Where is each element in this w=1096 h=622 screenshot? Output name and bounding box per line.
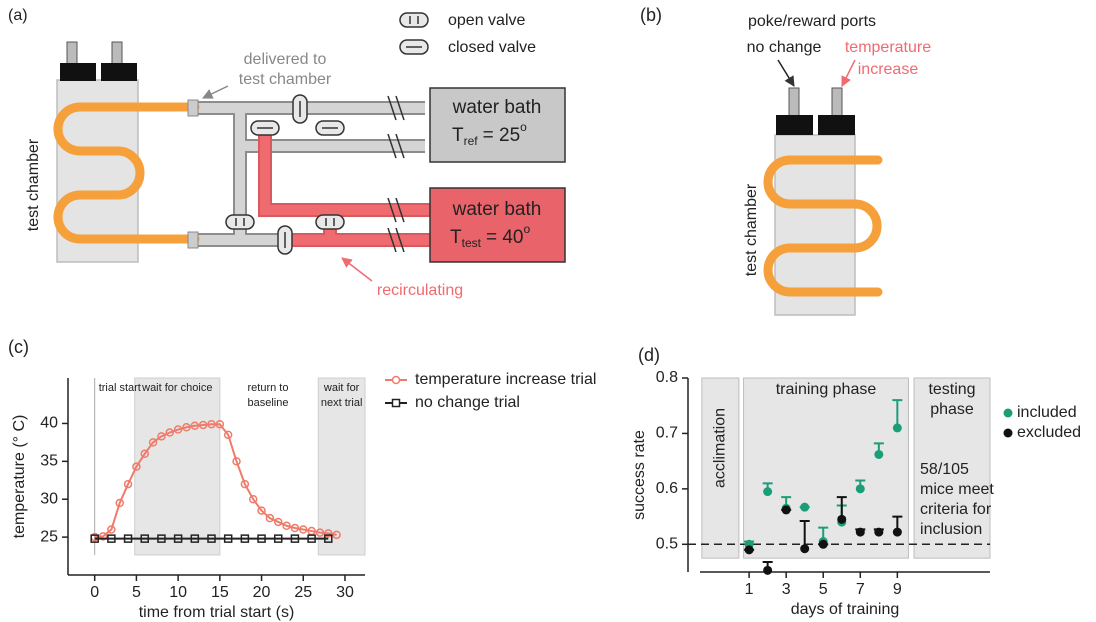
note: mice meet [920, 481, 994, 498]
x-tick-label: 7 [856, 581, 865, 598]
annotation: temperature [845, 39, 931, 56]
legend-marker [393, 377, 400, 384]
phase-region [135, 378, 220, 555]
panel-label: (d) [638, 345, 660, 365]
figure: (a) (b) (c) (d) water bath Tref= 25o wat… [0, 0, 1096, 622]
chamber-label: test chamber [25, 138, 42, 231]
panel-label: (a) [8, 7, 28, 24]
annotation: increase [858, 61, 919, 78]
annotation: recirculating [377, 282, 463, 299]
point [874, 528, 883, 537]
y-tick-label: 25 [40, 528, 58, 545]
x-tick-label: 15 [211, 584, 229, 601]
x-tick-label: 20 [253, 584, 271, 601]
point [800, 544, 809, 553]
region-label: next trial [321, 397, 363, 409]
x-tick-label: 9 [893, 581, 902, 598]
valve [316, 215, 344, 229]
x-tick-label: 5 [132, 584, 141, 601]
phase-label: phase [930, 401, 974, 418]
y-axis-label: temperature (° C) [11, 415, 28, 539]
pipe-break [388, 96, 404, 252]
point [837, 515, 846, 524]
legend-marker [1004, 429, 1013, 438]
diagram-a: water bath Tref= 25o water bath Ttest= 4… [25, 12, 565, 299]
region-label: wait for [323, 382, 360, 394]
region-label: wait for choice [141, 382, 212, 394]
panel-label: (b) [640, 5, 662, 25]
annotation: delivered to [244, 51, 327, 68]
note: 58/105 [920, 461, 969, 478]
point [819, 540, 828, 549]
phase-box [744, 378, 909, 558]
valve [278, 226, 292, 254]
port-cap [101, 63, 137, 81]
point [856, 528, 865, 537]
point [800, 503, 809, 512]
y-tick-label: 0.8 [656, 369, 678, 386]
legend-text: closed valve [448, 39, 536, 56]
y-tick-label: 0.6 [656, 480, 678, 497]
legend-marker [393, 400, 400, 407]
legend-valve [400, 40, 428, 54]
x-axis-label: days of training [791, 601, 900, 618]
bath-temperature: Tref= 25o [452, 120, 527, 148]
port-cap [60, 63, 96, 81]
point [782, 505, 791, 514]
y-tick-label: 30 [40, 490, 58, 507]
valve [316, 121, 344, 135]
charts: wait for choice wait for next trial trial s… [11, 369, 1081, 621]
annotation: test chamber [239, 71, 332, 88]
bath-title: water bath [452, 97, 542, 118]
legend-text: temperature increase trial [415, 371, 596, 388]
legend-text: no change trial [415, 394, 520, 411]
point [856, 484, 865, 493]
annotation: no change [747, 39, 822, 56]
port-cap [818, 115, 855, 135]
valve [251, 121, 279, 135]
legend-text: open valve [448, 12, 525, 29]
chamber-label: test chamber [743, 183, 760, 276]
legend-valve [400, 13, 428, 27]
note: inclusion [920, 521, 982, 538]
point [745, 545, 754, 554]
valve [293, 95, 307, 123]
annotation: poke/reward ports [748, 13, 876, 30]
bath-title: water bath [452, 199, 542, 220]
y-tick-label: 40 [40, 415, 58, 432]
legend-text: included [1017, 404, 1077, 421]
point [893, 528, 902, 537]
annotation: baseline [248, 397, 289, 409]
point [893, 423, 902, 432]
phase-label: testing [928, 381, 975, 398]
panel-label: (c) [8, 337, 29, 357]
legend-text: excluded [1017, 424, 1081, 441]
x-tick-label: 5 [819, 581, 828, 598]
legend-marker [1004, 409, 1013, 418]
port-cap [776, 115, 813, 135]
x-tick-label: 1 [745, 581, 754, 598]
x-tick-label: 25 [294, 584, 312, 601]
point [874, 450, 883, 459]
point [763, 566, 772, 575]
point [763, 487, 772, 496]
diagram-b: poke/reward ports no change temperature … [743, 13, 931, 315]
valve [226, 215, 254, 229]
y-tick-label: 0.5 [656, 536, 678, 553]
annotation: return to [248, 382, 289, 394]
x-tick-label: 0 [90, 584, 99, 601]
y-tick-label: 0.7 [656, 425, 678, 442]
marker-label: trial start [99, 382, 141, 394]
note: criteria for [920, 501, 992, 518]
y-tick-label: 35 [40, 453, 58, 470]
phase-label: acclimation [712, 408, 729, 488]
x-tick-label: 10 [169, 584, 187, 601]
phase-label: training phase [776, 381, 877, 398]
x-tick-label: 3 [782, 581, 791, 598]
x-tick-label: 30 [336, 584, 354, 601]
y-axis-label: success rate [631, 430, 648, 520]
x-axis-label: time from trial start (s) [139, 604, 295, 621]
